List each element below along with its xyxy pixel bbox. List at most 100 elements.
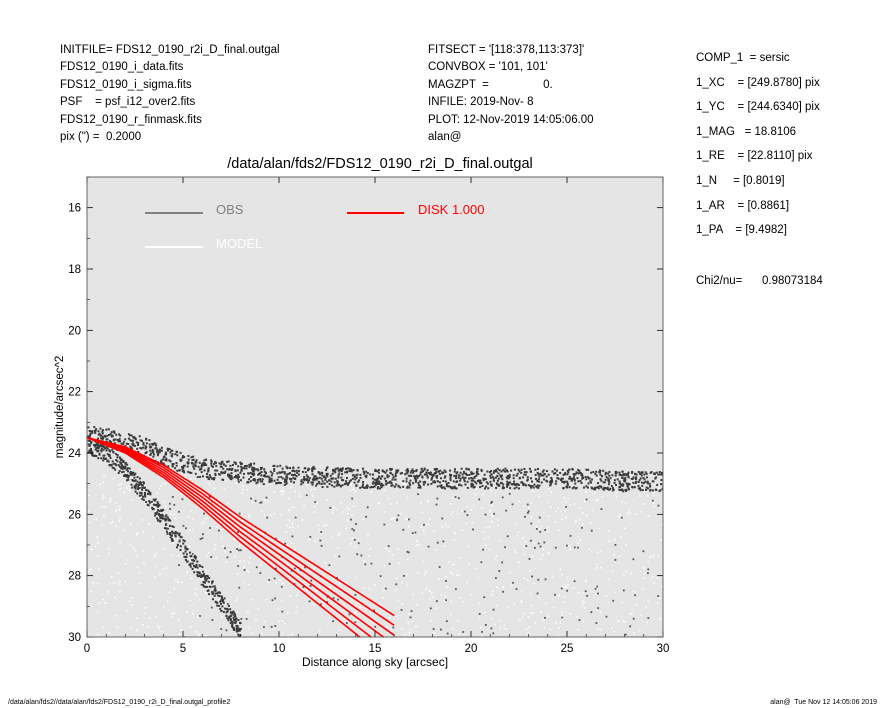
obs-point bbox=[240, 479, 243, 482]
obs-point bbox=[211, 590, 214, 593]
model-point bbox=[201, 578, 204, 580]
model-point bbox=[386, 626, 388, 628]
obs-point bbox=[157, 502, 160, 505]
obs-point bbox=[207, 580, 210, 583]
obs-point bbox=[237, 473, 240, 476]
obs-point bbox=[94, 431, 97, 434]
obs-point bbox=[449, 473, 452, 476]
obs-point bbox=[515, 483, 518, 486]
model-point bbox=[158, 627, 161, 629]
model-point bbox=[377, 502, 380, 505]
model-point bbox=[205, 592, 207, 594]
obs-point bbox=[596, 482, 599, 485]
obs-point bbox=[539, 545, 542, 548]
obs-point bbox=[94, 429, 97, 432]
obs-point bbox=[89, 432, 92, 435]
obs-point bbox=[520, 471, 523, 474]
obs-point bbox=[599, 473, 602, 476]
obs-point bbox=[152, 455, 155, 458]
obs-point bbox=[320, 544, 323, 547]
model-point bbox=[294, 549, 296, 551]
model-point bbox=[129, 522, 132, 525]
obs-point bbox=[115, 453, 118, 456]
obs-point bbox=[171, 496, 174, 498]
obs-point bbox=[444, 480, 447, 483]
obs-point bbox=[429, 471, 432, 474]
obs-point bbox=[160, 459, 163, 462]
obs-point bbox=[139, 439, 142, 442]
obs-point bbox=[237, 465, 240, 468]
obs-point bbox=[421, 476, 424, 479]
model-point bbox=[415, 544, 418, 546]
obs-point bbox=[378, 482, 381, 485]
model-point bbox=[202, 520, 205, 523]
model-point bbox=[450, 600, 452, 603]
obs-point bbox=[221, 605, 224, 608]
model-point bbox=[450, 571, 452, 574]
obs-point bbox=[156, 517, 159, 520]
obs-point bbox=[619, 485, 622, 488]
obs-point bbox=[326, 596, 329, 598]
obs-point bbox=[333, 485, 336, 488]
obs-point bbox=[337, 476, 340, 479]
model-point bbox=[487, 535, 489, 538]
model-point bbox=[481, 635, 483, 637]
param-ar: 1_AR = [0.8861] bbox=[696, 199, 790, 212]
obs-point bbox=[339, 467, 342, 470]
model-point bbox=[142, 550, 145, 552]
obs-point bbox=[549, 484, 552, 487]
obs-point bbox=[320, 531, 323, 533]
obs-point bbox=[263, 470, 266, 473]
obs-point bbox=[497, 477, 500, 480]
model-point bbox=[271, 547, 273, 549]
model-point bbox=[119, 488, 121, 490]
obs-point bbox=[384, 587, 387, 590]
obs-point bbox=[376, 470, 379, 473]
model-point bbox=[470, 593, 473, 596]
obs-point bbox=[409, 616, 412, 619]
model-point bbox=[638, 495, 641, 497]
model-point bbox=[122, 529, 125, 532]
obs-point bbox=[336, 467, 339, 470]
model-point bbox=[116, 615, 118, 617]
obs-point bbox=[611, 487, 614, 490]
model-point bbox=[394, 479, 397, 482]
obs-point bbox=[157, 513, 160, 516]
model-point bbox=[458, 574, 460, 577]
model-point bbox=[452, 563, 455, 565]
obs-point bbox=[264, 471, 267, 474]
obs-point bbox=[148, 501, 151, 504]
obs-point bbox=[274, 625, 277, 627]
model-point bbox=[427, 523, 430, 525]
obs-point bbox=[201, 575, 204, 578]
obs-point bbox=[579, 480, 582, 483]
obs-point bbox=[226, 603, 229, 605]
obs-point bbox=[222, 463, 225, 466]
obs-point bbox=[366, 486, 369, 489]
obs-point bbox=[439, 484, 442, 487]
model-point bbox=[522, 545, 525, 548]
obs-point bbox=[654, 477, 657, 480]
model-point bbox=[119, 580, 121, 582]
obs-point bbox=[603, 481, 606, 484]
obs-point bbox=[140, 482, 143, 485]
model-point bbox=[102, 481, 105, 484]
obs-point bbox=[155, 504, 158, 507]
model-point bbox=[165, 641, 167, 643]
obs-point bbox=[252, 474, 255, 477]
obs-point bbox=[147, 489, 150, 492]
obs-point bbox=[95, 446, 98, 449]
model-point bbox=[539, 558, 542, 561]
obs-point bbox=[414, 480, 417, 483]
obs-point bbox=[485, 485, 488, 488]
obs-point bbox=[200, 471, 203, 474]
obs-point bbox=[498, 570, 501, 572]
obs-point bbox=[237, 549, 240, 552]
model-point bbox=[278, 620, 281, 623]
obs-point bbox=[112, 462, 115, 465]
obs-point bbox=[570, 479, 573, 482]
obs-point bbox=[359, 476, 362, 479]
obs-point bbox=[634, 473, 637, 476]
obs-point bbox=[581, 474, 584, 477]
obs-point bbox=[134, 472, 137, 475]
